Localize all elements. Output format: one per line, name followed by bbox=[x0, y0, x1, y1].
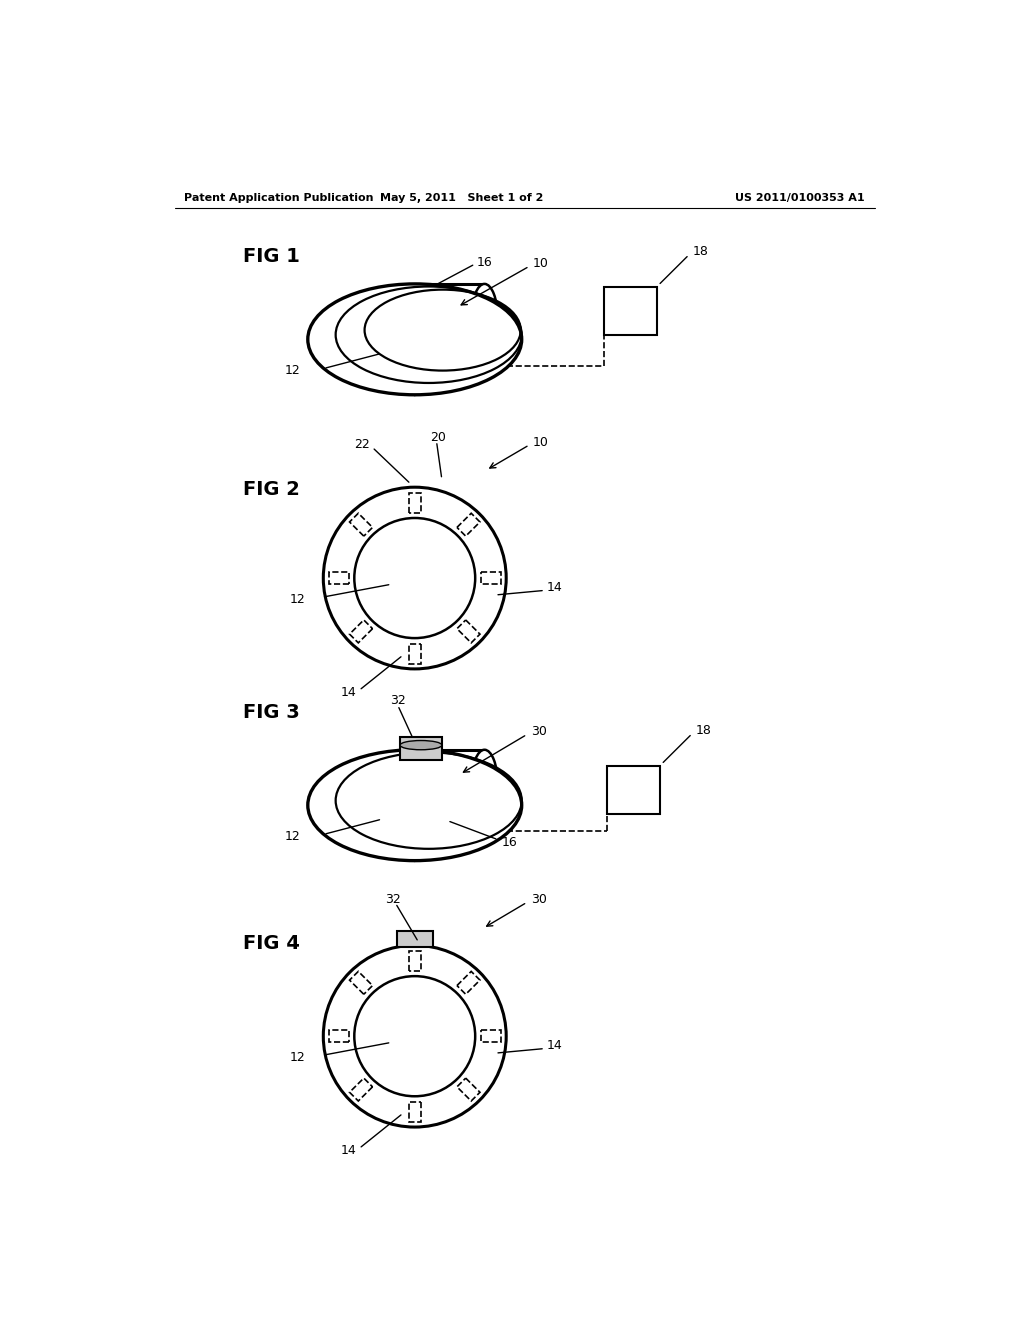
Ellipse shape bbox=[471, 750, 498, 817]
Bar bbox=[409, 1102, 421, 1122]
Text: 22: 22 bbox=[354, 438, 370, 451]
Text: 14: 14 bbox=[341, 1143, 357, 1156]
Text: 16: 16 bbox=[502, 836, 517, 849]
Text: 12: 12 bbox=[285, 829, 300, 842]
Bar bbox=[480, 1030, 501, 1043]
Bar bbox=[329, 1030, 349, 1043]
Text: 14: 14 bbox=[341, 685, 357, 698]
Bar bbox=[349, 513, 373, 536]
Text: 30: 30 bbox=[531, 725, 547, 738]
Text: 32: 32 bbox=[385, 892, 401, 906]
Text: May 5, 2011   Sheet 1 of 2: May 5, 2011 Sheet 1 of 2 bbox=[380, 194, 543, 203]
Bar bbox=[349, 972, 373, 994]
Text: 10: 10 bbox=[532, 257, 549, 271]
Bar bbox=[409, 950, 421, 970]
Bar bbox=[457, 513, 480, 536]
Bar bbox=[400, 737, 442, 760]
Text: 20: 20 bbox=[430, 430, 446, 444]
Text: FIG 4: FIG 4 bbox=[243, 935, 300, 953]
Bar bbox=[457, 620, 480, 643]
Text: 12: 12 bbox=[285, 363, 300, 376]
Bar bbox=[397, 932, 432, 946]
Text: 12: 12 bbox=[289, 593, 305, 606]
Text: 18: 18 bbox=[692, 246, 708, 259]
Text: 32: 32 bbox=[390, 694, 406, 708]
Bar bbox=[349, 620, 373, 643]
Text: FIG 1: FIG 1 bbox=[243, 247, 300, 267]
Ellipse shape bbox=[471, 284, 498, 351]
Bar bbox=[480, 572, 501, 585]
Ellipse shape bbox=[400, 741, 442, 750]
Text: FIG 2: FIG 2 bbox=[243, 480, 300, 499]
Text: FIG 3: FIG 3 bbox=[243, 704, 299, 722]
Text: 18: 18 bbox=[695, 723, 712, 737]
Text: 16: 16 bbox=[477, 256, 493, 269]
Text: 14: 14 bbox=[547, 1039, 562, 1052]
Bar bbox=[457, 1078, 480, 1101]
Ellipse shape bbox=[308, 750, 521, 861]
Bar bbox=[409, 644, 421, 664]
Text: 10: 10 bbox=[532, 436, 549, 449]
Ellipse shape bbox=[308, 284, 521, 395]
Bar bbox=[604, 286, 656, 335]
Bar bbox=[607, 766, 659, 813]
Bar bbox=[409, 492, 421, 512]
Bar bbox=[457, 972, 480, 994]
Text: 14: 14 bbox=[547, 581, 562, 594]
Text: Patent Application Publication: Patent Application Publication bbox=[183, 194, 374, 203]
Bar bbox=[349, 1078, 373, 1101]
Text: 30: 30 bbox=[531, 892, 547, 906]
Text: 12: 12 bbox=[289, 1051, 305, 1064]
Text: US 2011/0100353 A1: US 2011/0100353 A1 bbox=[734, 194, 864, 203]
Bar bbox=[329, 572, 349, 585]
